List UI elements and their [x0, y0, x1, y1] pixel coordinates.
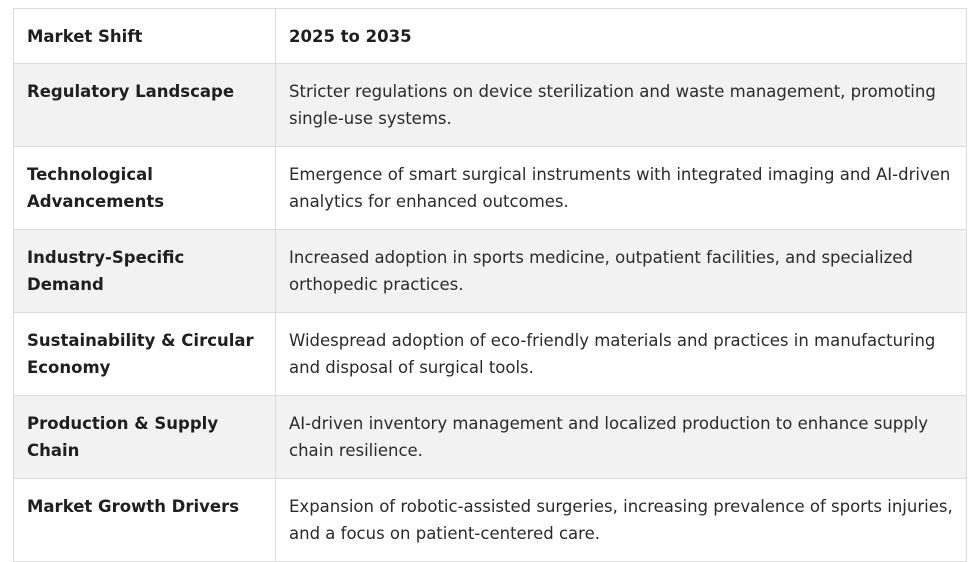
row-label-sustainability-circular-economy: Sustainability & Circular Economy [13, 312, 276, 396]
table-row: Regulatory Landscape Stricter regulation… [13, 63, 967, 147]
row-label-industry-specific-demand: Industry-Specific Demand [13, 229, 276, 313]
table-row: Sustainability & Circular Economy Widesp… [13, 312, 967, 396]
row-label-regulatory-landscape: Regulatory Landscape [13, 63, 276, 147]
row-description: AI-driven inventory management and local… [275, 395, 967, 479]
row-description: Expansion of robotic-assisted surgeries,… [275, 478, 967, 562]
row-description: Stricter regulations on device steriliza… [275, 63, 967, 147]
row-label-production-supply-chain: Production & Supply Chain [13, 395, 276, 479]
table-row: Production & Supply Chain AI-driven inve… [13, 395, 967, 479]
table-row: Industry-Specific Demand Increased adopt… [13, 229, 967, 313]
table-row: Technological Advancements Emergence of … [13, 146, 967, 230]
column-header-period: 2025 to 2035 [275, 8, 967, 64]
header-row: Market Shift 2025 to 2035 [13, 8, 967, 64]
table-row: Market Growth Drivers Expansion of robot… [13, 478, 967, 562]
row-description: Increased adoption in sports medicine, o… [275, 229, 967, 313]
table-body: Regulatory Landscape Stricter regulation… [13, 63, 967, 562]
row-description: Emergence of smart surgical instruments … [275, 146, 967, 230]
column-header-market-shift: Market Shift [13, 8, 276, 64]
row-label-technological-advancements: Technological Advancements [13, 146, 276, 230]
market-shift-table: Market Shift 2025 to 2035 Regulatory Lan… [13, 8, 967, 562]
row-description: Widespread adoption of eco-friendly mate… [275, 312, 967, 396]
market-shift-table-container: Market Shift 2025 to 2035 Regulatory Lan… [13, 8, 967, 562]
table-header: Market Shift 2025 to 2035 [13, 8, 967, 64]
row-label-market-growth-drivers: Market Growth Drivers [13, 478, 276, 562]
